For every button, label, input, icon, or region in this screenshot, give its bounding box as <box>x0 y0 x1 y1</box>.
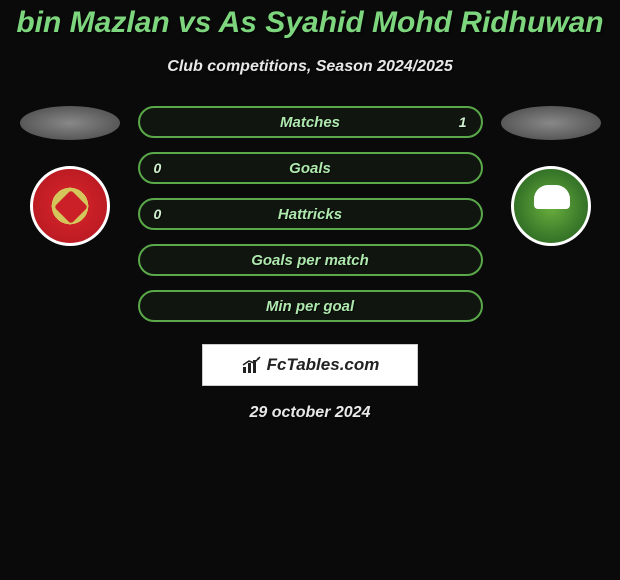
chart-icon <box>241 356 263 374</box>
stat-left-value: 0 <box>154 160 162 176</box>
stat-label: Goals per match <box>251 252 369 269</box>
stat-right-value: 1 <box>459 114 467 130</box>
stat-row-min-per-goal: Min per goal <box>138 290 483 322</box>
comparison-content: Matches 1 0 Goals 0 Hattricks Goals per … <box>0 106 620 386</box>
player-left-silhouette <box>20 106 120 140</box>
date-text: 29 october 2024 <box>0 404 620 422</box>
stat-left-value: 0 <box>154 206 162 222</box>
player-left-column <box>20 106 120 246</box>
player-right-column <box>501 106 601 246</box>
stat-label: Goals <box>289 160 331 177</box>
stat-row-hattricks: 0 Hattricks <box>138 198 483 230</box>
stat-label: Hattricks <box>278 206 342 223</box>
page-title: bin Mazlan vs As Syahid Mohd Ridhuwan <box>0 0 620 40</box>
stat-row-goals-per-match: Goals per match <box>138 244 483 276</box>
club-left-badge <box>30 166 110 246</box>
stats-list: Matches 1 0 Goals 0 Hattricks Goals per … <box>138 106 483 386</box>
stat-row-matches: Matches 1 <box>138 106 483 138</box>
stat-label: Matches <box>280 114 340 131</box>
brand-text: FcTables.com <box>267 355 380 375</box>
stat-row-goals: 0 Goals <box>138 152 483 184</box>
brand-box[interactable]: FcTables.com <box>202 344 418 386</box>
player-right-silhouette <box>501 106 601 140</box>
club-right-badge <box>511 166 591 246</box>
stat-label: Min per goal <box>266 298 354 315</box>
subtitle: Club competitions, Season 2024/2025 <box>0 58 620 76</box>
